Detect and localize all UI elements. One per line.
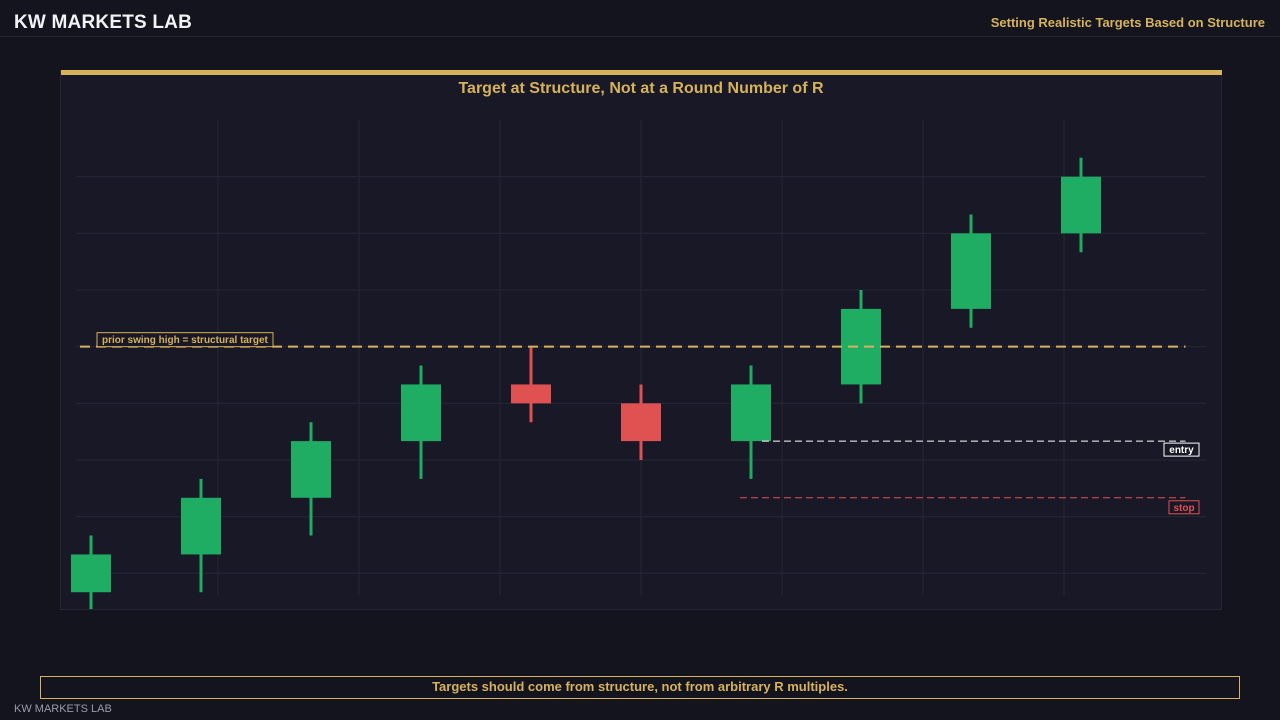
candle-body-8 <box>841 308 881 385</box>
page-subtitle: Setting Realistic Targets Based on Struc… <box>990 15 1265 30</box>
target-label-box <box>96 332 274 348</box>
candle-body-9 <box>951 233 991 309</box>
footer-watermark: KW MARKETS LAB <box>14 703 112 715</box>
target-label: prior swing high = structural target <box>102 335 269 346</box>
candle-body-2 <box>181 497 221 555</box>
candle-body-10 <box>1061 176 1101 234</box>
entry-label-box <box>1163 442 1200 457</box>
candle-body-5 <box>511 384 551 404</box>
candle-body-6 <box>621 403 661 442</box>
brand-title: KW MARKETS LAB <box>14 12 193 33</box>
chart-title: Target at Structure, Not at a Round Numb… <box>458 80 824 97</box>
stop-label-box <box>1168 500 1200 515</box>
footer-note: Targets should come from structure, not … <box>40 676 1240 699</box>
stop-label: stop <box>1173 503 1194 514</box>
candle-body-7 <box>731 384 771 442</box>
candlestick-chart: prior swing high = structural target entr… <box>71 120 1206 609</box>
candle-body-4 <box>401 384 441 442</box>
entry-label: entry <box>1169 445 1194 456</box>
chart-panel: prior swing high = structural target entr… <box>60 70 1222 610</box>
top-bar: KW MARKETS LAB Setting Realistic Targets… <box>0 0 1280 37</box>
candle-body-3 <box>291 441 331 498</box>
panel-accent-bar <box>61 70 1222 75</box>
candle-body-1 <box>71 554 111 593</box>
